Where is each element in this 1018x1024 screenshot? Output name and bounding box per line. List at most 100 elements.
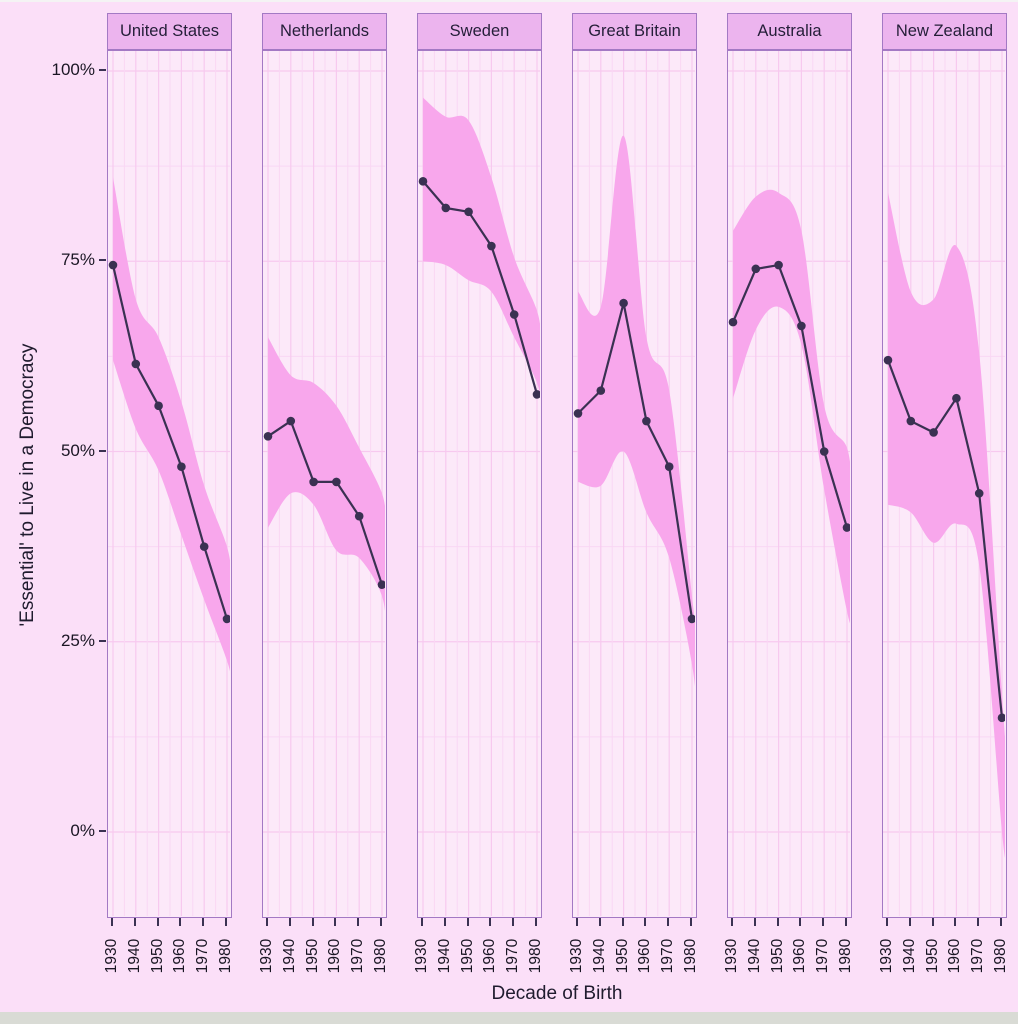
x-tick-label: 1930 xyxy=(258,938,275,974)
x-tick-mark xyxy=(576,918,578,926)
data-point xyxy=(728,317,738,327)
x-tick-mark xyxy=(690,918,692,926)
data-point xyxy=(199,542,209,551)
x-tick-mark xyxy=(799,918,802,926)
x-tick-label: 1930 xyxy=(103,938,120,974)
data-point xyxy=(573,409,583,418)
x-tick-mark xyxy=(1000,918,1002,926)
data-point xyxy=(487,241,496,251)
x-tick-mark xyxy=(357,918,360,926)
data-line xyxy=(422,180,539,395)
x-tick-label: 1960 xyxy=(791,938,809,974)
data-point xyxy=(664,462,674,472)
data-line xyxy=(577,302,694,620)
y-tick-label: 100% xyxy=(51,60,95,79)
x-tick-mark xyxy=(954,918,957,926)
x-tick-label: 1950 xyxy=(303,938,321,974)
facet-plot xyxy=(727,50,852,918)
x-tick-label: 1950 xyxy=(148,938,166,974)
data-point xyxy=(532,390,540,399)
x-tick-mark xyxy=(621,918,624,926)
x-tick-mark xyxy=(886,918,888,926)
x-tick-label: 1960 xyxy=(171,938,189,974)
x-tick-label: 1940 xyxy=(280,938,298,974)
x-tick-mark xyxy=(443,918,446,926)
facet-strip: New Zealand xyxy=(882,13,1007,50)
x-tick-mark xyxy=(156,918,159,926)
confidence-band xyxy=(888,192,1005,858)
data-point xyxy=(354,511,364,521)
facet-plot xyxy=(882,50,1007,918)
x-tick-label: 1980 xyxy=(837,938,854,974)
facet-plot-svg xyxy=(108,51,230,916)
x-tick-label: 1960 xyxy=(481,938,499,974)
x-tick-mark xyxy=(822,918,825,926)
facet-plot xyxy=(262,50,387,918)
x-tick-mark xyxy=(421,918,423,926)
facet-strip: Netherlands xyxy=(262,13,387,50)
facet-plot-svg xyxy=(263,51,385,916)
data-point xyxy=(974,489,984,498)
x-tick-mark xyxy=(931,918,934,926)
facet-strip: Australia xyxy=(727,13,852,50)
confidence-band xyxy=(113,177,230,672)
data-point xyxy=(642,416,651,426)
data-point xyxy=(596,386,606,395)
x-tick-label: 1950 xyxy=(768,938,786,974)
x-tick-mark xyxy=(667,918,670,926)
data-point xyxy=(906,416,916,426)
data-point xyxy=(154,401,163,411)
confidence-band xyxy=(268,337,385,612)
facet-plot xyxy=(107,50,232,918)
data-point xyxy=(774,260,783,270)
x-tick-label: 1960 xyxy=(326,938,344,974)
data-line xyxy=(731,264,849,528)
data-point xyxy=(286,416,296,426)
confidence-band xyxy=(423,97,540,395)
x-tick-label: 1980 xyxy=(682,938,699,974)
x-tick-label: 1950 xyxy=(458,938,476,974)
data-line xyxy=(111,264,229,620)
facet-strip: Sweden xyxy=(417,13,542,50)
x-tick-mark xyxy=(133,918,136,926)
data-point xyxy=(929,428,938,437)
facet-plot xyxy=(417,50,542,918)
data-point xyxy=(509,310,519,319)
data-point xyxy=(177,462,186,472)
data-point xyxy=(952,393,961,403)
facet-strip: Great Britain xyxy=(572,13,697,50)
window-top-edge xyxy=(0,0,1018,2)
y-tick-mark xyxy=(99,69,106,71)
data-point xyxy=(842,523,850,532)
data-point xyxy=(997,713,1005,723)
x-tick-mark xyxy=(380,918,382,926)
data-point xyxy=(222,614,230,624)
facet-strip-label: Sweden xyxy=(449,22,510,40)
x-tick-mark xyxy=(311,918,314,926)
x-tick-mark xyxy=(202,918,205,926)
x-tick-label: 1940 xyxy=(435,938,453,974)
x-tick-mark xyxy=(179,918,182,926)
x-tick-label: 1970 xyxy=(504,938,522,974)
facet-strip-label: United States xyxy=(119,22,220,40)
x-tick-mark xyxy=(225,918,227,926)
data-point xyxy=(619,298,628,308)
x-tick-label: 1940 xyxy=(745,938,763,974)
x-tick-mark xyxy=(111,918,113,926)
x-tick-label: 1980 xyxy=(527,938,544,974)
x-tick-mark xyxy=(644,918,647,926)
x-tick-mark xyxy=(731,918,733,926)
window-bottom-edge xyxy=(0,1012,1018,1024)
x-tick-mark xyxy=(489,918,492,926)
facet-strip-label: Great Britain xyxy=(588,22,681,40)
x-tick-mark xyxy=(466,918,469,926)
y-tick-mark xyxy=(99,259,106,262)
data-point xyxy=(332,477,341,487)
y-tick-label: 25% xyxy=(60,630,95,650)
data-point xyxy=(441,203,451,213)
data-point xyxy=(418,177,428,186)
x-tick-mark xyxy=(535,918,537,926)
facet-strip: United States xyxy=(107,13,232,50)
facet-plot-svg xyxy=(418,51,540,916)
